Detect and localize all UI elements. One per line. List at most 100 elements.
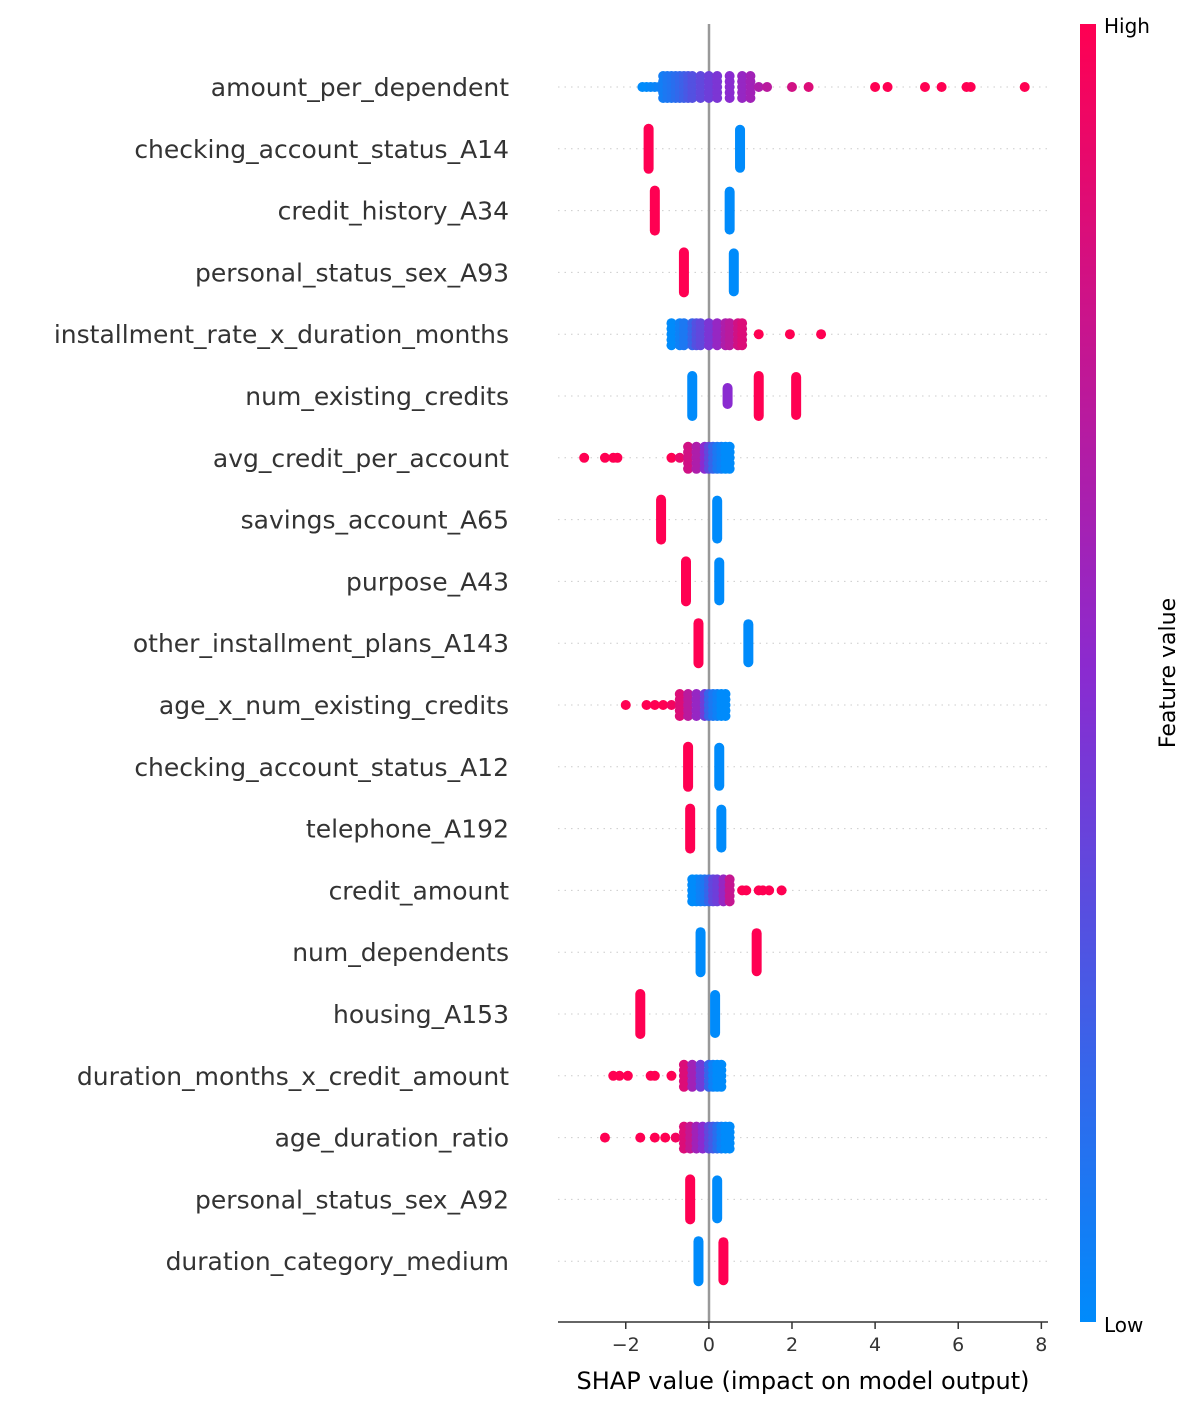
data-point [687, 93, 698, 103]
data-point [784, 329, 795, 340]
data-point-column [685, 803, 696, 854]
data-point [687, 1081, 698, 1092]
data-point [720, 711, 731, 721]
feature-label: personal_status_sex_A92 [195, 1185, 509, 1214]
data-point-column [656, 494, 667, 545]
data-point-column [728, 248, 739, 297]
data-point-column [753, 371, 764, 421]
data-point [703, 340, 714, 351]
data-point [1019, 82, 1030, 92]
feature-label: num_dependents [292, 938, 509, 967]
data-point [703, 93, 714, 103]
feature-label: avg_credit_per_account [213, 444, 509, 473]
x-tick-label: 0 [703, 1334, 715, 1356]
data-point-column [716, 804, 727, 853]
colorbar-high-label: High [1104, 14, 1150, 38]
feature-label: installment_rate_x_duration_months [54, 320, 509, 349]
data-point [579, 452, 590, 463]
data-point [753, 82, 764, 92]
feature-label: savings_account_A65 [241, 506, 509, 535]
feature-label: num_existing_credits [245, 382, 509, 411]
x-ticks: −2 0 2 4 6 8 [612, 1322, 1047, 1356]
data-point [764, 885, 775, 896]
data-point-column [649, 185, 660, 236]
data-point [658, 700, 669, 710]
data-point [599, 452, 610, 463]
data-point [919, 82, 930, 92]
data-point [666, 700, 677, 710]
data-point [695, 93, 706, 103]
data-point-column [712, 1175, 723, 1224]
data-point [965, 82, 976, 92]
data-point [599, 1132, 610, 1143]
data-point [762, 82, 773, 92]
data-point [724, 463, 735, 474]
data-point [712, 340, 723, 351]
data-point-column [635, 989, 646, 1039]
data-point [674, 452, 685, 463]
feature-label: telephone_A192 [306, 815, 509, 844]
x-tick-label: −2 [612, 1334, 640, 1356]
feature-label: age_duration_ratio [275, 1124, 509, 1153]
data-point [741, 885, 752, 896]
data-point [816, 329, 827, 340]
x-tick-label: 6 [952, 1334, 964, 1356]
data-point-column [735, 124, 746, 173]
data-point [641, 700, 652, 710]
data-point [678, 340, 689, 351]
data-point [870, 82, 881, 92]
data-point [776, 885, 787, 896]
data-point [635, 1132, 646, 1143]
data-point [724, 1143, 735, 1154]
data-point-column [714, 557, 725, 606]
data-point [737, 340, 748, 351]
feature-label: checking_account_status_A14 [134, 135, 509, 164]
data-point [691, 711, 702, 721]
data-point [724, 896, 735, 907]
feature-label: amount_per_dependent [211, 73, 509, 102]
data-point [649, 700, 660, 710]
data-point-column [714, 742, 725, 791]
data-point [614, 1070, 625, 1081]
data-point [683, 711, 694, 721]
data-point [670, 1132, 681, 1143]
data-point [753, 329, 764, 340]
feature-labels: amount_per_dependent checking_account_sta… [54, 73, 509, 1276]
data-point [649, 1132, 660, 1143]
data-point [882, 82, 893, 92]
data-point [666, 452, 677, 463]
colorbar [1080, 24, 1096, 1322]
points-layer [579, 71, 1030, 1287]
data-point-column [791, 372, 802, 420]
data-point [936, 82, 947, 92]
row-gridlines [558, 86, 1048, 1262]
data-point-column [722, 383, 733, 409]
data-point-column [751, 928, 762, 977]
data-point [649, 1070, 660, 1081]
data-point-column [724, 186, 735, 235]
data-point [666, 340, 677, 351]
data-point-column [681, 556, 692, 607]
data-point [660, 1132, 671, 1143]
feature-label: duration_category_medium [166, 1247, 509, 1276]
data-point [724, 340, 735, 351]
data-point-column [718, 1237, 729, 1286]
data-point [666, 1070, 677, 1081]
data-point [712, 93, 723, 103]
feature-label: personal_status_sex_A93 [195, 258, 509, 287]
data-point [786, 82, 797, 92]
data-point-column [693, 618, 704, 669]
data-point-column [710, 990, 721, 1038]
data-point [620, 700, 631, 710]
data-point [691, 463, 702, 474]
data-point [678, 1081, 689, 1092]
x-axis-label: SHAP value (impact on model output) [577, 1367, 1030, 1395]
x-tick-label: 8 [1035, 1334, 1047, 1356]
feature-label: housing_A153 [333, 1000, 509, 1029]
data-point-column [683, 741, 694, 792]
data-point-column [743, 619, 754, 668]
x-tick-label: 2 [786, 1334, 798, 1356]
data-point [683, 463, 694, 474]
feature-label: duration_months_x_credit_amount [77, 1062, 509, 1091]
